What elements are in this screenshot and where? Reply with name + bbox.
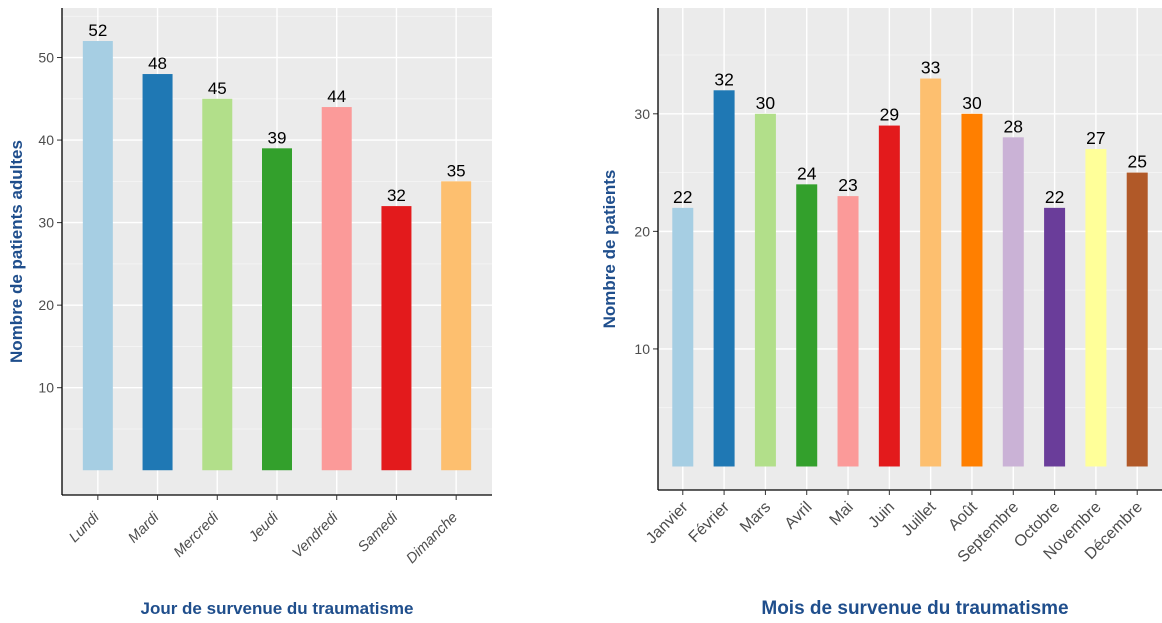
bar-value-label: 23 <box>838 175 857 195</box>
bar-avril <box>796 184 818 467</box>
y-tick-label: 20 <box>38 297 54 313</box>
bar-value-label: 52 <box>88 21 107 40</box>
x-tick-label: Juin <box>865 499 898 532</box>
bar-mardi <box>142 74 173 471</box>
y-tick-label: 40 <box>38 132 54 148</box>
bar-lundi <box>82 41 113 471</box>
bar-dimanche <box>441 181 472 471</box>
y-axis-title: Nombre de patients <box>600 170 619 329</box>
bar-octobre <box>1044 207 1066 467</box>
bar-value-label: 32 <box>387 186 406 205</box>
x-tick-label: Mars <box>737 499 774 536</box>
chart-2: 10 20 30 22 32 30 24 23 29 33 30 28 22 27 25 JanvierFév… <box>600 8 1162 619</box>
y-tick-label: 20 <box>634 223 650 239</box>
bar-mercredi <box>202 98 233 471</box>
x-axis-title: Mois de survenue du traumatisme <box>761 598 1068 618</box>
bar-janvier <box>672 207 694 467</box>
bar-novembre <box>1085 149 1107 467</box>
x-tick-label: Jeudi <box>245 509 282 546</box>
bar-value-label: 29 <box>880 105 899 125</box>
bar-value-label: 45 <box>208 79 227 98</box>
bar-mars <box>754 113 776 467</box>
bar-juillet <box>920 78 942 467</box>
bar-value-label: 44 <box>327 87 346 106</box>
x-tick-label: Avril <box>782 499 816 533</box>
y-tick-label: 30 <box>634 106 650 122</box>
x-tick-label: Janvier <box>643 498 692 547</box>
bar-décembre <box>1126 172 1148 467</box>
bar-value-label: 39 <box>268 128 287 147</box>
bar-value-label: 30 <box>962 93 982 113</box>
bar-samedi <box>381 206 412 471</box>
y-tick-label: 10 <box>38 380 54 396</box>
x-tick-label: Dimanche <box>404 510 461 567</box>
y-tick-label: 10 <box>634 341 650 357</box>
x-axis-title: Jour de survenue du traumatisme <box>140 599 413 618</box>
bar-value-label: 25 <box>1127 152 1146 172</box>
bar-value-label: 33 <box>921 58 940 78</box>
x-tick-label: Vendredi <box>290 509 343 562</box>
x-tick-label: Mercredi <box>171 509 223 561</box>
y-tick-label: 30 <box>38 215 54 231</box>
y-tick-label: 50 <box>38 50 54 66</box>
bar-jeudi <box>262 148 292 471</box>
bar-value-label: 48 <box>148 54 167 73</box>
x-tick-label: Mai <box>827 499 857 529</box>
bar-mai <box>837 196 859 467</box>
x-tick-label: Juillet <box>899 498 940 539</box>
bar-vendredi <box>321 107 352 471</box>
x-tick-label: Février <box>686 498 734 546</box>
x-tick-label: Août <box>945 498 981 534</box>
bar-value-label: 22 <box>673 187 692 207</box>
bar-août <box>961 113 983 467</box>
x-tick-label: Samedi <box>355 509 402 556</box>
bar-value-label: 24 <box>797 163 817 183</box>
bar-septembre <box>1002 137 1024 467</box>
x-tick-label: Lundi <box>66 509 103 546</box>
bar-value-label: 27 <box>1086 128 1105 148</box>
bar-value-label: 22 <box>1045 187 1064 207</box>
chart-1: 10 20 30 40 50 52 48 45 39 44 32 35 Lundi Mardi Mercre… <box>7 8 492 618</box>
bar-value-label: 35 <box>447 161 466 180</box>
bar-value-label: 30 <box>756 93 776 113</box>
bar-juin <box>878 125 900 467</box>
bar-value-label: 32 <box>714 69 733 89</box>
plot-panel <box>658 8 1162 490</box>
y-axis-title: Nombre de patients adultes <box>7 140 26 363</box>
x-tick-label: Mardi <box>125 509 163 547</box>
bar-février <box>713 90 735 467</box>
bar-value-label: 28 <box>1004 116 1023 136</box>
